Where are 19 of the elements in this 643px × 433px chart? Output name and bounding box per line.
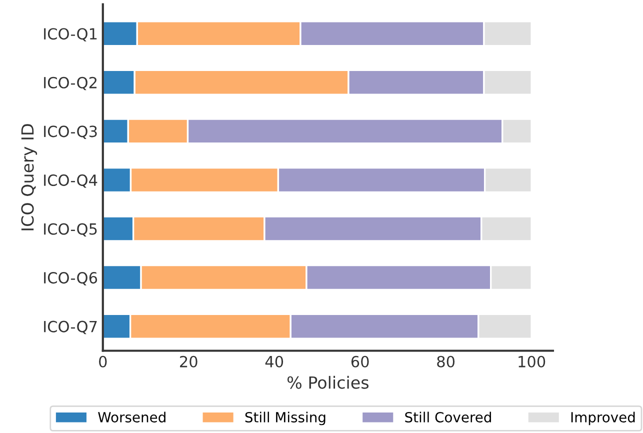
y-tick-label: ICO-Q4 xyxy=(44,174,98,188)
y-tick-label: ICO-Q6 xyxy=(44,272,98,286)
y-tick-label: ICO-Q3 xyxy=(44,126,97,139)
y-tick-label: ICO-Q5 xyxy=(44,223,97,237)
legend-label: Still Missing xyxy=(245,412,326,426)
y-tick-label: ICO-Q2 xyxy=(44,76,96,90)
x-tick-label: 40 xyxy=(265,356,284,368)
y-tick-label: ICO-Q1 xyxy=(44,28,97,42)
legend-label: Worsened xyxy=(98,412,166,422)
x-tick-label: 20 xyxy=(180,356,198,368)
y-axis-title: ICO Query ID xyxy=(21,124,38,230)
x-axis-title: % Policies xyxy=(287,376,368,389)
x-tick-label: 100 xyxy=(518,356,546,368)
legend-label: Still Covered xyxy=(405,412,491,422)
x-tick-label: 60 xyxy=(351,356,369,368)
y-tick-label: ICO-Q7 xyxy=(44,320,97,334)
x-tick-label: 0 xyxy=(99,356,107,368)
legend-label: Improved xyxy=(571,412,635,426)
x-tick-label: 80 xyxy=(437,356,455,368)
